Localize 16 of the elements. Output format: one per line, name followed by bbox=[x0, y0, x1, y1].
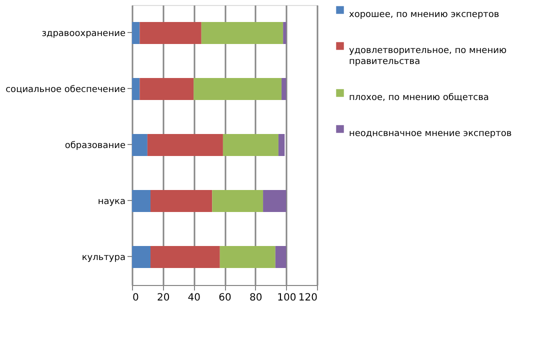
y-tick-label: образование bbox=[64, 141, 126, 151]
y-tick-label: социальное обеспечение bbox=[6, 85, 126, 95]
x-tick-label: 0 bbox=[132, 292, 139, 304]
legend-label: плохое, по мнению общетсва bbox=[349, 93, 489, 103]
y-tick-label: наука bbox=[98, 197, 126, 207]
y-tick-label: здравоохранение bbox=[42, 29, 126, 39]
x-tick-label: 20 bbox=[156, 292, 170, 304]
x-tick-label: 80 bbox=[249, 292, 262, 304]
x-tick-label: 100 bbox=[277, 292, 296, 304]
legend-label: неоднсвначное мнение экспертов bbox=[349, 129, 512, 139]
x-tick-label: 60 bbox=[218, 292, 232, 304]
x-tick-label: 40 bbox=[188, 292, 201, 304]
x-tick-label: 120 bbox=[298, 292, 318, 304]
legend-label: удовлетворительное, по мнению правительства bbox=[349, 46, 507, 67]
y-tick-label: культура bbox=[82, 253, 126, 263]
legend-label: хорошее, по мнению экспертов bbox=[349, 10, 500, 20]
